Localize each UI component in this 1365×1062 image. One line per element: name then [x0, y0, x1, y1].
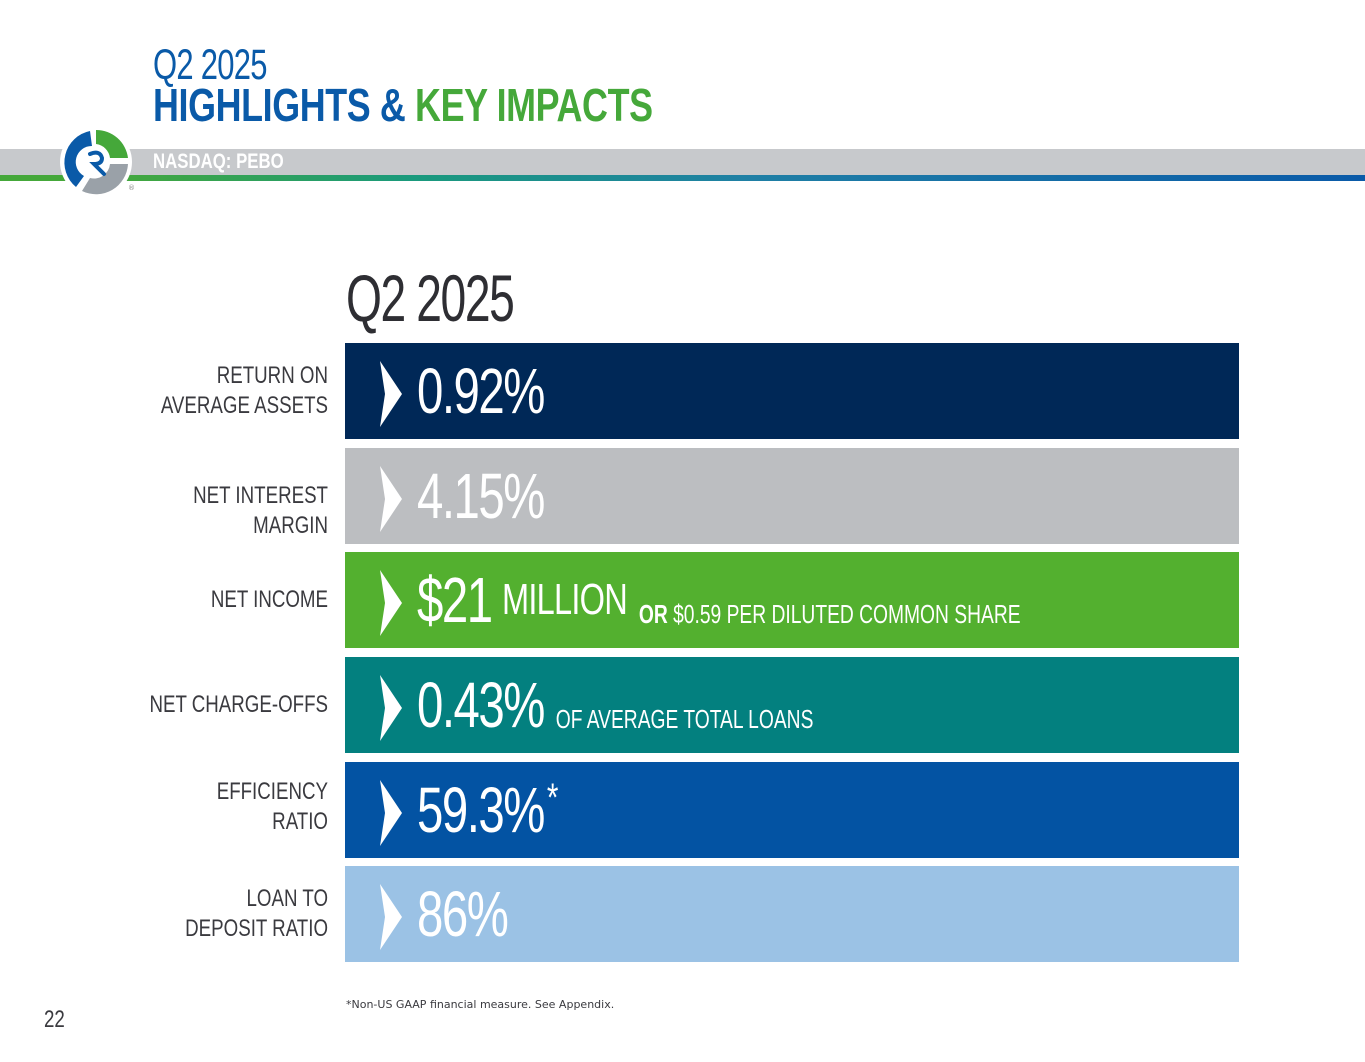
svg-text:®: ®: [128, 184, 135, 192]
metric-label-efficiency-ratio: EFFICIENCY RATIO: [216, 778, 328, 835]
footnote-marker: *: [546, 776, 559, 820]
footnote: *Non-US GAAP financial measure. See Appe…: [346, 998, 615, 1011]
chevron-right-icon: [380, 361, 402, 427]
metric-value-nim: 4.15%: [417, 460, 545, 532]
metric-bar-nim: 4.15%: [345, 448, 1239, 544]
metric-value-efficiency-ratio: 59.3%: [417, 774, 545, 846]
header-title: HIGHLIGHTS & KEY IMPACTS: [153, 82, 653, 128]
header-title-part1: HIGHLIGHTS &: [153, 79, 406, 131]
metric-bar-loan-to-deposit: 86%: [345, 866, 1239, 962]
metric-bar-net-income: $21 MILLION OR $0.59 PER DILUTED COMMON …: [345, 552, 1239, 648]
metric-value-roaa: 0.92%: [417, 355, 545, 427]
metric-bar-roaa: 0.92%: [345, 343, 1239, 439]
metric-value-loan-to-deposit: 86%: [417, 878, 509, 950]
metric-value-net-charge-offs: 0.43%: [417, 669, 545, 741]
section-title: Q2 2025: [346, 261, 515, 335]
metric-value-net-income: $21: [417, 564, 493, 636]
metric-label-nim: NET INTEREST MARGIN: [193, 482, 328, 539]
metric-sub-net-income: OR $0.59 PER DILUTED COMMON SHARE: [638, 599, 1021, 629]
metric-bar-net-charge-offs: 0.43% OF AVERAGE TOTAL LOANS: [345, 657, 1239, 753]
chevron-right-icon: [380, 780, 402, 846]
chevron-right-icon: [380, 884, 402, 950]
ticker-label: NASDAQ: PEBO: [153, 150, 284, 173]
metric-bar-efficiency-ratio: 59.3% *: [345, 762, 1239, 858]
metric-unit-net-income: MILLION: [501, 575, 628, 624]
header-band: [0, 149, 1365, 175]
header-gradient-line: [0, 175, 1365, 181]
metric-sub-net-charge-offs: OF AVERAGE TOTAL LOANS: [555, 704, 814, 734]
chevron-right-icon: [380, 466, 402, 532]
header-period: Q2 2025: [153, 41, 267, 89]
metric-label-roaa: RETURN ON AVERAGE ASSETS: [160, 362, 328, 419]
company-logo-icon: ®: [60, 126, 135, 198]
chevron-right-icon: [380, 570, 402, 636]
metric-label-net-charge-offs: NET CHARGE-OFFS: [149, 691, 328, 718]
metric-label-net-income: NET INCOME: [210, 586, 328, 613]
header-title-part2: KEY IMPACTS: [415, 79, 653, 131]
chevron-right-icon: [380, 675, 402, 741]
metric-label-loan-to-deposit: LOAN TO DEPOSIT RATIO: [185, 885, 328, 942]
page-number: 22: [44, 1006, 65, 1033]
